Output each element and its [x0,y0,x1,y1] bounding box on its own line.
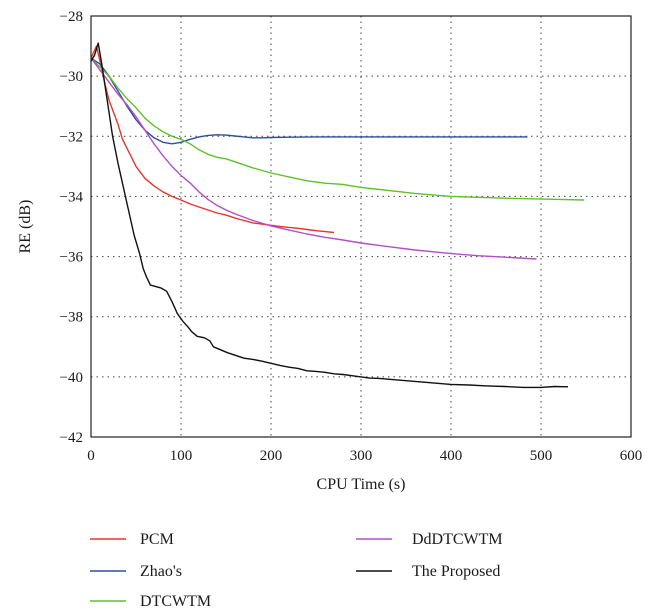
legend-label-zhaos: Zhao's [140,563,182,580]
y-axis-title: RE (dB) [17,200,34,254]
x-tick-label: 600 [620,448,643,464]
x-tick-label: 0 [87,448,95,464]
x-axis-title: CPU Time (s) [317,476,406,493]
x-tick-label: 300 [350,448,373,464]
y-tick-label: −32 [60,129,83,145]
grid-lines [91,16,631,437]
y-tick-label: −36 [60,250,84,266]
y-tick-label: −34 [60,189,84,205]
legend-label-dtcwtm: DTCWTM [140,593,211,610]
legend-label-dddtcwtm: DdDTCWTM [412,531,503,548]
y-tick-label: −28 [60,9,83,25]
x-tick-label: 400 [440,448,463,464]
x-tick-label: 200 [260,448,283,464]
legend-item-dddtcwtm: DdDTCWTM [356,531,503,548]
y-tick-label: −40 [60,370,83,386]
legend: PCM Zhao's DTCWTM DdDTCWTM The Proposed [90,531,503,610]
y-tick-label: −30 [60,69,83,85]
series-line-the-proposed [90,42,569,389]
tick-labels: 0 100 200 300 400 500 600 −42 −40 −38 −36 −34 −32 −30… [60,9,643,464]
series-line-zhao-s [90,57,528,145]
y-tick-label: −42 [60,430,83,446]
legend-item-zhaos: Zhao's [90,563,182,580]
y-tick-label: −38 [60,310,83,326]
legend-label-the-proposed: The Proposed [412,563,500,580]
legend-label-pcm: PCM [140,531,174,548]
plot-frame [90,15,632,438]
legend-item-dtcwtm: DTCWTM [90,593,211,610]
legend-item-pcm: PCM [90,531,174,548]
x-tick-label: 100 [170,448,193,464]
series-line-dddtcwtm [90,57,537,260]
series-line-dtcwtm [90,57,585,201]
legend-item-the-proposed: The Proposed [356,563,500,580]
series-lines [90,42,585,389]
x-tick-label: 500 [530,448,553,464]
series-line-pcm [90,45,335,234]
